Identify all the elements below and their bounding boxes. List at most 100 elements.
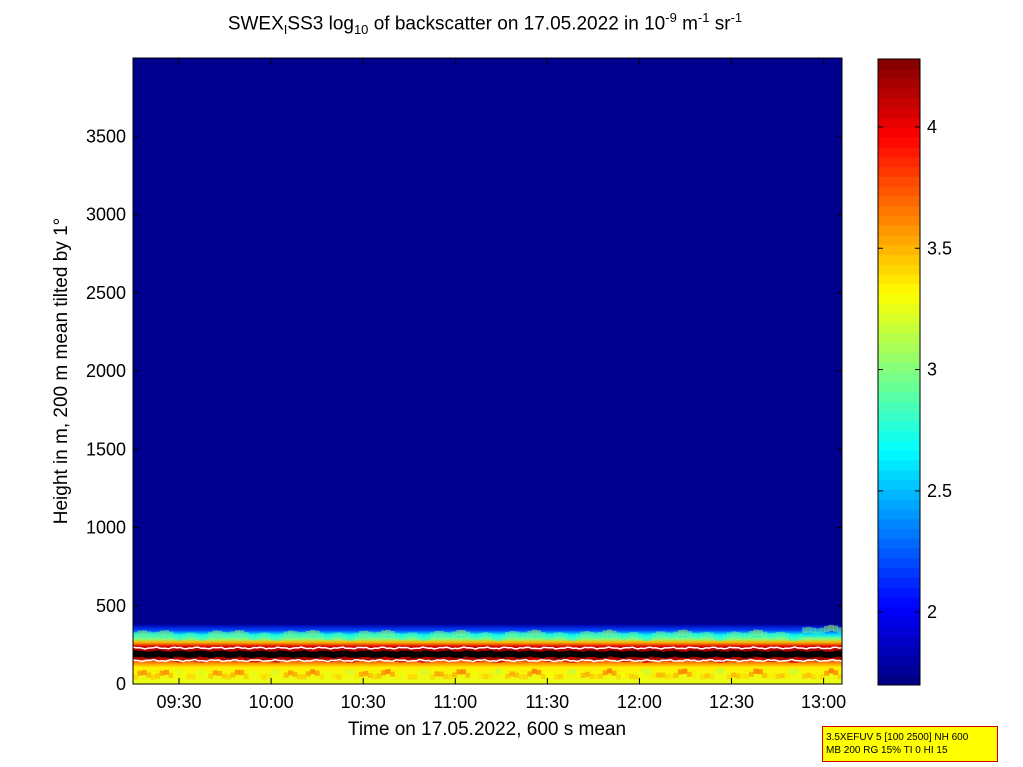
heatmap-cell	[673, 672, 679, 678]
heatmap-cell	[257, 672, 263, 678]
heatmap-cell	[536, 630, 542, 637]
heatmap-cell	[172, 671, 178, 677]
x-tick-label: 10:00	[249, 692, 294, 712]
colorbar-step	[878, 283, 920, 295]
heatmap-cell	[217, 630, 223, 637]
heatmap-cell	[292, 671, 298, 677]
heatmap-cell	[221, 631, 227, 638]
heatmap-cell	[239, 630, 245, 637]
y-tick-label: 500	[96, 596, 126, 616]
x-tick-label: 13:00	[801, 692, 846, 712]
heatmap-cell	[748, 631, 754, 638]
colorbar-step	[878, 469, 920, 481]
heatmap-cell	[376, 631, 382, 638]
heatmap-cell	[616, 632, 621, 639]
heatmap-cell	[704, 673, 710, 679]
heatmap-cell	[673, 631, 679, 638]
heatmap-cell	[713, 652, 719, 663]
heatmap-cell	[496, 668, 502, 674]
heatmap-cell	[815, 672, 821, 678]
colorbar-step	[878, 577, 920, 588]
heatmap-background	[133, 58, 842, 684]
plot-area	[133, 58, 842, 684]
heatmap-cell	[819, 674, 825, 680]
heatmap-cell	[221, 673, 227, 679]
heatmap-cell	[527, 671, 533, 677]
heatmap-cell	[762, 672, 768, 678]
heatmap-cell	[580, 631, 586, 638]
heatmap-cell	[704, 631, 710, 638]
heatmap-cell	[261, 632, 267, 639]
heatmap-cell	[633, 632, 639, 639]
heatmap-cell	[664, 674, 670, 680]
heatmap-cell	[771, 633, 777, 640]
heatmap-cell	[624, 673, 630, 679]
heatmap-cell	[403, 633, 409, 640]
heatmap-cell	[567, 634, 573, 641]
heatmap-cell	[150, 674, 156, 680]
heatmap-cell	[332, 632, 338, 639]
heatmap-cell	[257, 633, 263, 640]
heatmap-cell	[372, 632, 378, 639]
colorbar-step	[878, 655, 920, 666]
heatmap-cell	[833, 625, 839, 632]
colorbar-step	[878, 186, 920, 197]
colorbar-step	[878, 440, 920, 451]
title-rest: of backscatter on 17.05.2022 in 10	[368, 13, 666, 35]
heatmap-cell	[421, 652, 426, 663]
heatmap-cell	[403, 672, 409, 678]
heatmap-cell	[226, 674, 231, 680]
heatmap-cell	[323, 670, 329, 676]
heatmap-cell	[274, 634, 280, 641]
heatmap-cell	[669, 673, 675, 679]
heatmap-cell	[478, 673, 484, 679]
heatmap-cell	[372, 674, 378, 680]
heatmap-cell	[327, 671, 333, 677]
colorbar-step	[878, 352, 920, 363]
heatmap-cell	[212, 630, 218, 637]
heatmap-cell	[186, 674, 192, 680]
y-tick-label: 1500	[86, 439, 126, 459]
heatmap-cell	[740, 632, 746, 639]
heatmap-cell	[332, 673, 338, 679]
heatmap-cell	[252, 670, 258, 676]
heatmap-cell	[748, 671, 754, 677]
heatmap-cell	[394, 673, 400, 679]
heatmap-cell	[642, 668, 648, 674]
heatmap-cell	[407, 632, 413, 639]
heatmap-cell	[735, 673, 741, 679]
colorbar-step	[878, 127, 920, 138]
heatmap-cell	[491, 670, 497, 676]
heatmap-cell	[651, 632, 657, 639]
heatmap-cell	[753, 629, 759, 636]
y-tick-label: 3500	[86, 126, 126, 146]
heatmap-cell	[620, 671, 626, 677]
heatmap-cell	[478, 632, 484, 639]
heatmap-cell	[367, 673, 373, 679]
heatmap-cell	[305, 630, 311, 637]
heatmap-cell	[500, 633, 506, 640]
heatmap-cell	[713, 634, 719, 641]
colorbar-step	[878, 274, 920, 285]
heatmap-cell	[199, 669, 205, 675]
heatmap-cell	[793, 652, 799, 663]
heatmap-cell	[797, 671, 803, 677]
heatmap-cell	[793, 635, 799, 642]
heatmap-cell	[452, 631, 457, 638]
y-tick-label: 1000	[86, 518, 126, 538]
title-sup1: -9	[665, 10, 677, 25]
heatmap-cell	[243, 673, 249, 679]
heatmap-cell	[527, 630, 533, 637]
heatmap-cell	[252, 634, 258, 641]
heatmap-cell	[611, 630, 617, 637]
heatmap-cell	[695, 633, 701, 640]
heatmap-cell	[660, 672, 666, 678]
heatmap-cell	[314, 670, 320, 676]
title-mid: SS3 log	[287, 13, 354, 35]
colorbar-step	[878, 636, 920, 647]
heatmap-cell	[133, 674, 138, 680]
heatmap-cell	[358, 631, 364, 638]
heatmap-cell	[283, 631, 289, 638]
heatmap-cell	[141, 670, 147, 676]
heatmap-cell	[150, 632, 156, 639]
